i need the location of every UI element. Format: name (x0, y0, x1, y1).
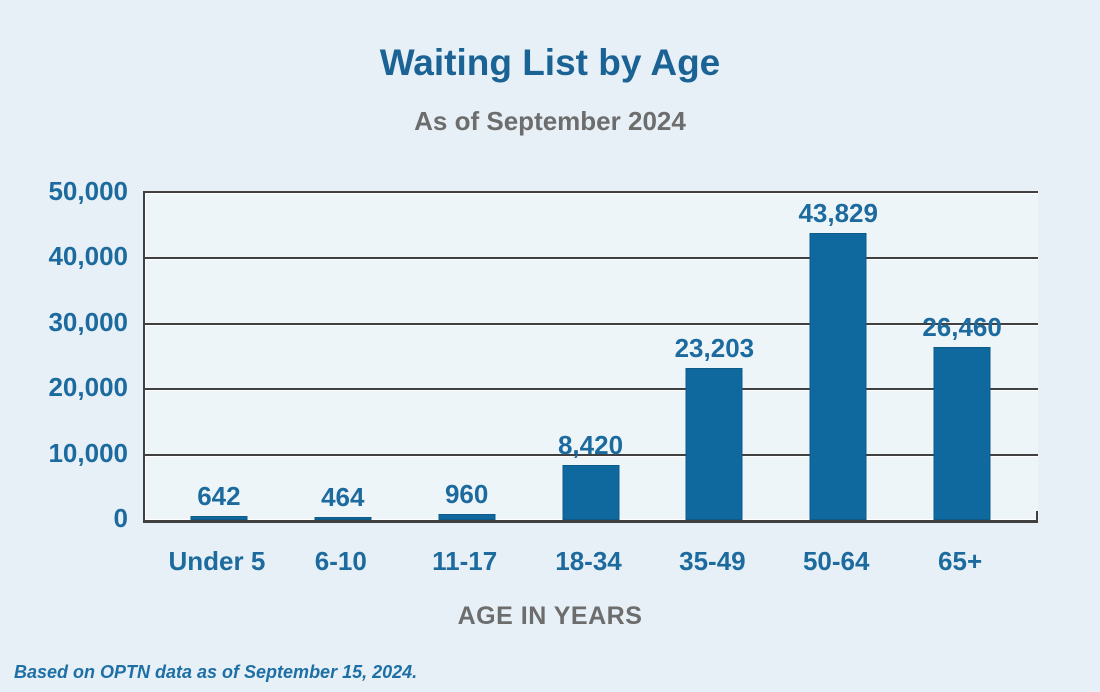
chart-title: Waiting List by Age (379, 42, 721, 83)
bar-value-label: 26,460 (922, 312, 1002, 342)
bar-value-label: 8,420 (557, 430, 624, 460)
y-tick-label: 0 (113, 503, 128, 533)
bar-column: 464 (281, 193, 405, 520)
bar-value-label: 960 (444, 479, 489, 509)
x-tick-label: 65+ (938, 546, 983, 576)
bar-value-label: 642 (197, 481, 241, 511)
x-tick-label: Under 5 (168, 546, 266, 576)
y-axis: 0 10,000 20,000 30,000 40,000 50,000 (0, 178, 128, 531)
bar-column: 43,829 (776, 193, 900, 520)
x-axis-title: AGE IN YEARS (457, 602, 643, 630)
plot-area: 642 464 960 8,420 23,203 43,829 26,460 (143, 191, 1038, 523)
x-axis-end-tick (1036, 511, 1038, 520)
bar (314, 517, 372, 520)
bar-value-label: 464 (321, 482, 365, 512)
x-tick-label: 50-64 (802, 546, 870, 576)
footnote: Based on OPTN data as of September 15, 2… (14, 662, 418, 682)
x-axis: Under 5 6-10 11-17 18-34 35-49 50-64 65+ (155, 546, 1022, 577)
x-tick-label: 11-17 (432, 546, 498, 576)
bar-column: 26,460 (900, 193, 1024, 520)
bar-value-label: 43,829 (798, 198, 878, 228)
y-tick-label: 30,000 (48, 307, 128, 337)
bar-column: 23,203 (652, 193, 776, 520)
x-tick-label: 18-34 (555, 546, 622, 576)
y-tick-label: 10,000 (48, 438, 128, 468)
bar (933, 347, 991, 520)
bar (438, 514, 496, 520)
chart-subtitle: As of September 2024 (414, 106, 686, 136)
y-tick-label: 50,000 (48, 176, 128, 206)
gridline (145, 388, 1038, 390)
y-tick-label: 40,000 (48, 241, 128, 271)
y-tick-label: 20,000 (48, 372, 128, 402)
bar-column: 960 (405, 193, 529, 520)
gridline (145, 454, 1038, 456)
gridline (145, 257, 1038, 259)
x-tick-label: 6-10 (314, 546, 367, 576)
bar-column: 8,420 (529, 193, 653, 520)
bar (809, 233, 867, 520)
bar (190, 516, 248, 520)
bars-row: 642 464 960 8,420 23,203 43,829 26,460 (157, 193, 1024, 520)
bar-column: 642 (157, 193, 281, 520)
gridline (145, 323, 1038, 325)
bar (685, 368, 743, 520)
bar (562, 465, 619, 520)
bar-value-label: 23,203 (674, 333, 755, 363)
x-tick-label: 35-49 (679, 546, 746, 576)
